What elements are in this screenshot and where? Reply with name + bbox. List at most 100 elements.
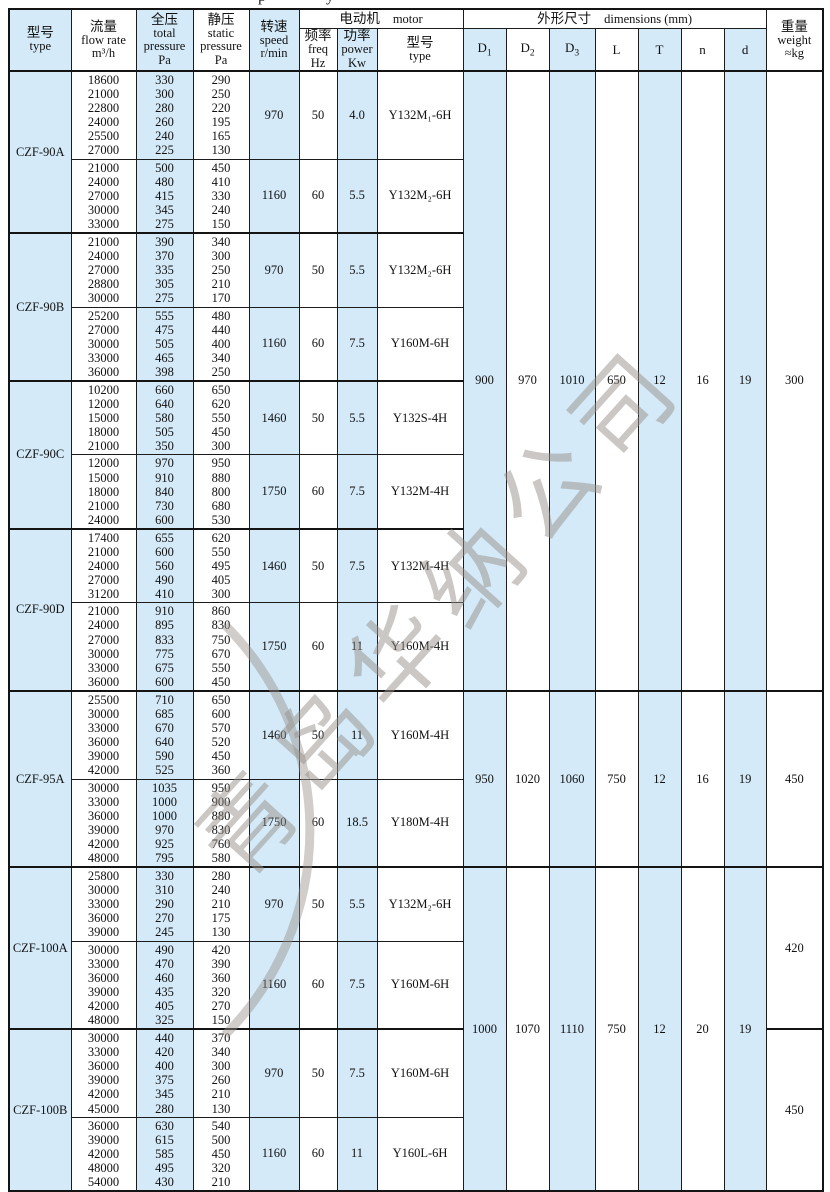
static-pressure-values-lines: 420 390 360 320 270 150 [211, 942, 231, 1027]
spec-row: 30000 33000 36000 39000 42000 48000 490 4… [9, 940, 823, 1030]
static-pressure-values: 370 340 300 260 210 130 [192, 1028, 250, 1118]
total-pressure-values-lines: 660 640 580 505 350 [155, 382, 174, 454]
static-pressure-values-lines: 650 600 570 520 450 360 [211, 692, 231, 778]
col-header-power-unit: Kw [347, 55, 367, 70]
speed-cell: 1460 [248, 527, 300, 604]
col-header-weight-en: weight [777, 32, 812, 47]
total-pressure-values-lines: 910 895 833 775 675 600 [155, 604, 174, 689]
power-cell: 11 [336, 602, 378, 692]
freq-cell: 60 [298, 778, 338, 868]
total-pressure-values: 440 420 400 375 345 280 [135, 1028, 194, 1118]
static-pressure-values-lines: 450 410 330 240 150 [211, 160, 231, 231]
col-header-total-en2: pressure [143, 39, 186, 54]
flow-values-lines: 10200 12000 15000 18000 21000 [87, 382, 120, 454]
total-pressure-values: 490 470 460 435 405 325 [135, 940, 194, 1030]
power-cell: 5.5 [336, 232, 378, 308]
total-pressure-values-lines: 630 615 585 495 430 [155, 1118, 174, 1190]
speed-cell: 1460 [248, 379, 300, 456]
static-pressure-values: 480 440 400 340 250 [192, 306, 250, 382]
flow-values-lines: 30000 33000 36000 39000 42000 48000 [87, 942, 120, 1027]
static-pressure-values-lines: 620 550 495 405 300 [211, 530, 231, 602]
dimensions-group-header: 外形尺寸 dimensions (mm) [462, 8, 767, 29]
total-pressure-values-lines: 970 910 840 730 600 [155, 456, 174, 527]
static-pressure-values-lines: 950 900 880 830 760 580 [211, 780, 231, 865]
dim-d3-cell: 1110 [548, 866, 596, 1192]
col-header-static-en2: pressure [200, 39, 242, 54]
static-pressure-values: 860 830 750 670 550 450 [192, 602, 250, 692]
power-cell: 11 [336, 1116, 378, 1192]
spec-row: CZF-90D 17400 21000 24000 27000 31200 655 … [8, 527, 823, 692]
col-header-flow-zh: 流量 [90, 18, 117, 34]
motor-type-cell: Y132M₂-6H [376, 158, 464, 234]
motor-type-cell: Y132S-4H [376, 379, 464, 456]
speed-cell: 1750 [248, 778, 300, 868]
dim-n-cell: 20 [680, 866, 725, 1192]
col-header-n-base: n [699, 41, 706, 57]
col-header-power: 功率 power Kw [336, 28, 378, 72]
col-header-weight-zh: 重量 [780, 18, 808, 34]
speed-cell: 1160 [248, 1116, 300, 1192]
freq-cell: 50 [298, 69, 338, 160]
spec-row: CZF-100A 25800 30000 33000 36000 39000 330… [8, 866, 824, 1192]
col-header-flow: 流量 flow rate m³/h [70, 8, 137, 72]
flow-values-lines: 21000 24000 27000 30000 33000 36000 [87, 604, 120, 689]
static-pressure-values: 650 620 550 450 300 [192, 379, 250, 456]
total-pressure-values-lines: 1035 1000 1000 970 925 795 [152, 780, 177, 865]
static-pressure-values-lines: 280 240 210 175 130 [211, 869, 231, 940]
dim-d3-cell: 1060 [548, 689, 596, 868]
col-header-d2: D2 [505, 28, 550, 72]
type-cell: CZF-90C [8, 379, 72, 530]
flow-values-lines: 12000 15000 18000 21000 24000 [87, 456, 120, 527]
speed-cell: 1160 [248, 306, 300, 382]
flow-values-lines: 30000 33000 36000 39000 42000 48000 [87, 780, 120, 865]
total-pressure-values: 1035 1000 1000 970 925 795 [135, 778, 194, 868]
col-header-static-zh: 静压 [207, 11, 235, 27]
motor-group-header-en: motor [392, 12, 423, 26]
static-pressure-values-lines: 370 340 300 260 210 130 [211, 1031, 231, 1116]
col-header-weight: 重量 weight ≈kg [765, 8, 824, 72]
total-pressure-values: 970 910 840 730 600 [135, 454, 194, 530]
col-header-total-zh: 全压 [151, 11, 178, 27]
col-header-freq-zh: 频率 [304, 28, 332, 43]
weight-cell: 420 [765, 866, 824, 1030]
col-header-d: d [723, 28, 767, 72]
flow-values: 25800 30000 33000 36000 39000 [70, 866, 137, 942]
weight-cell: 450 [765, 689, 824, 868]
col-header-d1: D1 [462, 28, 507, 72]
total-pressure-values: 500 480 415 345 275 [135, 158, 194, 234]
flow-values-lines: 30000 33000 36000 39000 42000 45000 [87, 1031, 120, 1116]
total-pressure-values: 660 640 580 505 350 [135, 379, 194, 456]
col-header-static-unit: Pa [214, 52, 228, 67]
total-pressure-values: 655 600 560 490 410 [135, 527, 194, 604]
total-pressure-values-lines: 490 470 460 435 405 325 [155, 942, 174, 1027]
static-pressure-values-lines: 860 830 750 670 550 450 [211, 604, 231, 689]
dim-d2-cell: 1070 [505, 866, 550, 1192]
col-header-motor-type-en: type [409, 48, 431, 63]
col-header-flow-unit: m³/h [91, 46, 116, 60]
dim-d1-cell: 1000 [462, 866, 507, 1192]
power-cell: 5.5 [336, 158, 378, 234]
static-pressure-values: 540 500 450 320 210 [192, 1116, 250, 1192]
spec-table-body: CZF-90A 18600 21000 22800 24000 25500 270… [8, 69, 824, 1192]
col-header-type-en: type [29, 39, 52, 54]
motor-type-cell: Y160M-4H [376, 689, 464, 780]
flow-values: 21000 24000 27000 28800 30000 [70, 232, 137, 308]
static-pressure-values-lines: 480 440 400 340 250 [211, 308, 231, 379]
speed-cell: 1750 [248, 454, 300, 530]
static-pressure-values: 340 300 250 210 170 [192, 232, 250, 308]
speed-cell: 1160 [248, 940, 300, 1030]
col-header-l: L [594, 28, 639, 72]
motor-type-cell: Y160M-6H [376, 306, 464, 382]
col-header-total-en1: total [153, 25, 176, 40]
dim-d1-cell: 950 [462, 689, 507, 868]
power-cell: 7.5 [336, 306, 378, 382]
speed-cell: 1460 [248, 689, 300, 780]
total-pressure-values-lines: 330 310 290 270 245 [155, 869, 174, 940]
power-cell: 11 [336, 689, 378, 780]
dimensions-group-header-en: dimensions (mm) [604, 12, 692, 26]
motor-group-header: 电动机 motor [298, 8, 464, 29]
flow-values: 30000 33000 36000 39000 42000 45000 [70, 1028, 137, 1118]
flow-values: 25200 27000 30000 33000 36000 [70, 306, 137, 382]
spec-row: CZF-90B 21000 24000 27000 28800 30000 390 … [8, 232, 823, 382]
spec-row: 30000 33000 36000 39000 42000 48000 1035 … [9, 778, 823, 868]
